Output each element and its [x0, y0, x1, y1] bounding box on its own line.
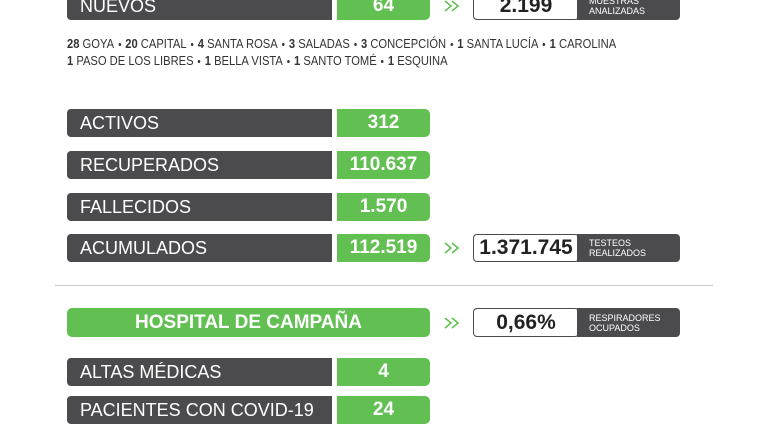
box-label-line: MUESTRAS — [589, 0, 640, 6]
row-label: ACTIVOS — [67, 109, 332, 137]
locality-count: 1 — [204, 53, 211, 68]
separator — [190, 43, 194, 47]
chevron — [444, 0, 460, 12]
box-value: 2.199 — [473, 0, 579, 20]
separator — [380, 60, 384, 64]
separator — [354, 43, 357, 47]
locality-place: SANTA LUCÍA — [466, 36, 539, 51]
separator — [197, 60, 201, 64]
locality-place: BELLA VISTA — [214, 53, 283, 68]
separator — [287, 60, 290, 64]
row-label: FALLECIDOS — [67, 193, 332, 221]
row-value: 24 — [337, 396, 430, 424]
separator — [118, 43, 121, 47]
row-value: 1.570 — [337, 193, 430, 221]
locality-place: SANTA ROSA — [207, 36, 278, 51]
locality-place: SALADAS — [298, 36, 350, 51]
row-label: PACIENTES CON COVID-19 — [67, 396, 332, 424]
box-label: TESTEOS REALIZADOS — [577, 234, 680, 262]
divider — [55, 285, 713, 286]
locality-count: 1 — [457, 36, 464, 51]
box-value: 1.371.745 — [473, 234, 579, 262]
locality-count: 1 — [294, 53, 301, 68]
separator — [542, 43, 546, 47]
locality-count: 4 — [197, 36, 204, 51]
row-value: 4 — [337, 358, 430, 386]
row-value: 110.637 — [337, 151, 430, 179]
locality-place: ESQUINA — [397, 53, 448, 68]
locality-count: 3 — [288, 36, 296, 51]
locality-count: 3 — [360, 36, 368, 51]
box-label: MUESTRAS ANALIZADAS — [577, 0, 680, 20]
box-value: 0,66% — [473, 308, 579, 337]
locality-count: 1 — [67, 53, 74, 68]
box-label-line: OCUPADOS — [589, 322, 640, 333]
box-label-line: TESTEOS — [589, 238, 632, 248]
row-label: ACUMULADOS — [67, 234, 332, 262]
row-label: ALTAS MÉDICAS — [67, 358, 332, 386]
locality-count: 28 — [67, 36, 80, 51]
row-value: 312 — [337, 109, 430, 137]
locality-count: 1 — [549, 36, 556, 51]
section-title: HOSPITAL DE CAMPAÑA — [67, 308, 430, 337]
locality-place: PASO DE LOS LIBRES — [76, 53, 194, 68]
row-label: RECUPERADOS — [67, 151, 332, 179]
row-value: 112.519 — [337, 234, 430, 262]
chevron — [444, 242, 460, 254]
locality-count: 1 — [387, 53, 395, 68]
box-label-line: REALIZADOS — [589, 248, 647, 258]
box-label-line: ANALIZADAS — [589, 6, 646, 16]
row-value: 64 — [337, 0, 430, 20]
box-label-line: RESPIRADORES — [589, 312, 661, 323]
locality-place: CAPITAL — [140, 36, 187, 51]
chevron — [444, 316, 460, 329]
row-label: NUEVOS — [67, 0, 332, 20]
locality-place: GOYA — [82, 36, 115, 51]
box-label: RESPIRADORES OCUPADOS — [577, 308, 680, 337]
locality-line: 28 GOYA 20 CAPITAL 4 SANTA ROSA 3 SALADAS 3 … — [67, 36, 616, 51]
separator — [450, 43, 453, 47]
separator — [282, 43, 285, 47]
locality-place: CAROLINA — [559, 36, 617, 51]
locality-place: CONCEPCIÓN — [370, 36, 447, 51]
locality-line: 1 PASO DE LOS LIBRES 1 BELLA VISTA 1 SANTO… — [67, 53, 448, 68]
locality-place: SANTO TOMÉ — [303, 53, 377, 68]
locality-count: 20 — [125, 36, 138, 51]
